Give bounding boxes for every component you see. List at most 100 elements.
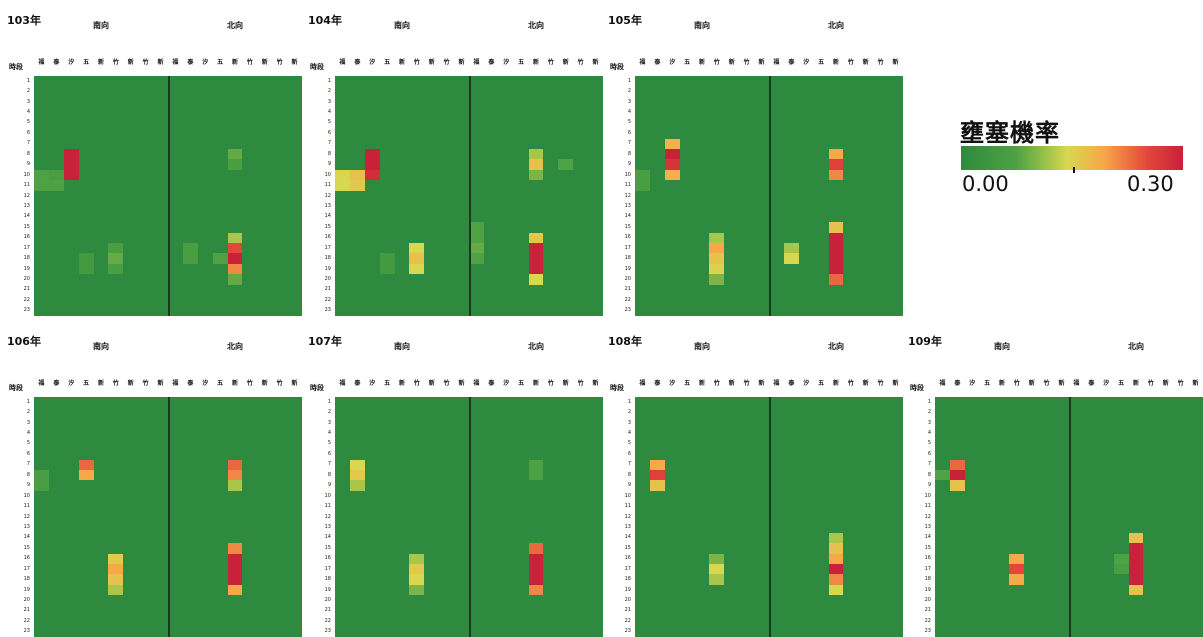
hour-tick-label: 3 [26, 98, 30, 105]
hour-tick-label: 12 [23, 192, 30, 199]
hour-tick-label: 18 [924, 576, 931, 583]
heatmap-cell [709, 232, 725, 243]
station-label: 新 [261, 380, 268, 387]
heatmap-cell [828, 253, 844, 264]
hour-tick-label: 14 [924, 534, 931, 541]
station-label: 五 [818, 59, 825, 66]
hour-tick-label: 23 [624, 307, 631, 314]
hour-tick-label: 22 [324, 617, 331, 624]
heatmap-cell [78, 253, 94, 264]
heatmap-cell [227, 274, 243, 285]
heatmap-cell [1128, 574, 1144, 585]
station-label: 新 [157, 380, 164, 387]
heatmap-cell [227, 242, 243, 254]
hour-tick-label: 19 [324, 265, 331, 272]
station-label: 福 [172, 380, 179, 387]
hour-tick-label: 16 [624, 234, 631, 241]
hour-axis-header: 時段 [610, 384, 624, 392]
heatmap-cell [528, 274, 544, 285]
hour-tick-label: 15 [624, 544, 631, 551]
heatmap-cell [349, 459, 365, 471]
heatmap-cell [227, 253, 243, 264]
station-label: 竹 [276, 59, 283, 66]
station-label: 竹 [246, 59, 253, 66]
heatmap-cell [649, 470, 665, 481]
station-label: 新 [291, 59, 298, 66]
hour-tick-label: 7 [26, 461, 30, 468]
hour-tick-label: 5 [927, 440, 931, 447]
station-label: 新 [892, 59, 899, 66]
hour-tick-label: 9 [327, 161, 331, 168]
hour-tick-label: 13 [924, 523, 931, 530]
station-label: 福 [1073, 380, 1080, 387]
heatmap-cell [409, 253, 425, 264]
heatmap-cell [335, 169, 350, 181]
heatmap-cell [528, 459, 544, 471]
station-label: 新 [1058, 380, 1065, 387]
hour-tick-label: 21 [23, 607, 30, 614]
hour-tick-label: 21 [324, 607, 331, 614]
heatmap-cell [108, 253, 124, 264]
heatmap-cell [709, 242, 725, 254]
hour-tick-label: 15 [324, 544, 331, 551]
hour-tick-label: 9 [927, 482, 931, 489]
heatmap-cell [409, 553, 425, 564]
station-label: 汐 [669, 59, 676, 66]
station-label: 新 [157, 59, 164, 66]
heatmap-cell [349, 169, 365, 181]
station-label: 五 [684, 380, 691, 387]
hour-tick-label: 20 [624, 596, 631, 603]
panel-title: 109年 [908, 335, 942, 348]
station-label: 新 [832, 380, 839, 387]
hour-tick-label: 11 [924, 503, 931, 510]
heatmap-cell [935, 470, 950, 481]
heatmap-cell [409, 242, 425, 254]
station-label: 泰 [53, 59, 60, 66]
hour-tick-label: 6 [327, 129, 331, 136]
hour-tick-label: 22 [324, 296, 331, 303]
hour-tick-label: 3 [26, 419, 30, 426]
heatmap-cell [1128, 563, 1144, 575]
station-label: 福 [38, 380, 45, 387]
heatmap-area [935, 397, 1203, 637]
hour-tick-label: 11 [624, 182, 631, 189]
hour-tick-label: 6 [26, 129, 30, 136]
hour-tick-label: 14 [624, 213, 631, 220]
heatmap-cell [828, 574, 844, 585]
hour-tick-label: 19 [23, 586, 30, 593]
station-label: 汐 [369, 380, 376, 387]
hour-tick-label: 12 [324, 192, 331, 199]
station-label: 泰 [654, 380, 661, 387]
heatmap-area [635, 397, 903, 637]
heatmap-cell [828, 222, 844, 233]
heatmap-cell [528, 253, 544, 264]
direction-label: 南向 [394, 21, 410, 30]
hour-axis-header: 時段 [610, 63, 624, 71]
hour-tick-label: 18 [624, 576, 631, 583]
heatmap-cell [349, 480, 365, 491]
direction-label: 北向 [1128, 342, 1144, 351]
hour-tick-label: 5 [627, 119, 631, 126]
hour-tick-label: 7 [327, 461, 331, 468]
station-label: 新 [1192, 380, 1199, 387]
station-label: 五 [83, 380, 90, 387]
station-label: 新 [1028, 380, 1035, 387]
station-label: 新 [862, 59, 869, 66]
heatmap-cell [828, 532, 844, 544]
heatmap-cell [664, 169, 680, 181]
station-label: 新 [728, 59, 735, 66]
heatmap-cell [34, 180, 49, 191]
station-label: 竹 [547, 59, 554, 66]
heatmap-cell [649, 480, 665, 491]
station-label: 新 [532, 59, 539, 66]
panel-title: 103年 [7, 14, 41, 27]
station-label: 新 [1132, 380, 1139, 387]
heatmap-area [635, 76, 903, 316]
station-label: 竹 [847, 59, 854, 66]
hour-tick-label: 1 [927, 398, 931, 405]
heatmap-cell [949, 470, 965, 481]
station-label: 泰 [187, 59, 194, 66]
station-label: 竹 [713, 59, 720, 66]
hour-tick-label: 5 [327, 440, 331, 447]
hour-tick-label: 8 [627, 150, 631, 157]
